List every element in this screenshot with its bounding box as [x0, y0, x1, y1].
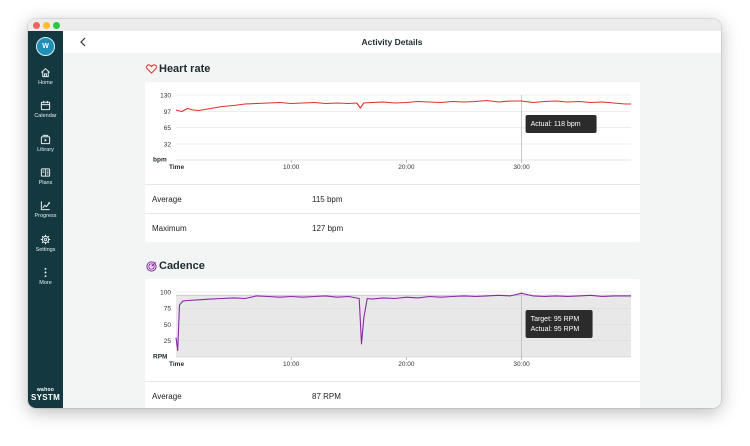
zoom-window-button[interactable] — [53, 22, 60, 29]
stat-label: Maximum — [152, 224, 187, 233]
sidebar-item-label: Settings — [35, 247, 56, 253]
cadence-card: 25 50 75 100 10:00 20:00 30:00 RPM Time Target: 9… — [145, 279, 640, 408]
sidebar-item-calendar[interactable]: Calendar — [28, 100, 63, 119]
series-line-actual — [175, 292, 631, 352]
gear-icon — [40, 234, 51, 245]
home-icon — [41, 67, 50, 78]
tooltip-text: Actual: 118 bpm — [531, 121, 581, 128]
sidebar-item-library[interactable]: Library — [28, 134, 63, 153]
back-arrow-icon[interactable] — [77, 36, 89, 48]
heart-icon — [146, 64, 157, 74]
stat-row-average: Average 115 bpm — [145, 184, 640, 214]
y-tick-label: 65 — [164, 125, 172, 132]
page-header: Activity Details — [63, 31, 721, 53]
y-tick-label: 32 — [164, 141, 172, 148]
sidebar-item-progress[interactable]: Progress — [28, 200, 63, 219]
sidebar: W Home Calendar Library — [28, 31, 63, 408]
sidebar-item-label: Home — [38, 80, 53, 86]
avatar[interactable]: W — [36, 37, 55, 56]
tooltip-box — [525, 310, 593, 338]
sidebar-item-label: Calendar — [34, 113, 57, 119]
tooltip-text: Actual: 95 RPM — [531, 326, 580, 333]
cadence-icon — [146, 261, 157, 272]
calendar-icon — [40, 100, 51, 111]
sidebar-item-label: Progress — [34, 213, 57, 219]
wahoo-systm-logo: wahoo SYSTM — [30, 387, 61, 402]
close-window-button[interactable] — [33, 22, 40, 29]
sidebar-item-settings[interactable]: Settings — [28, 234, 63, 253]
y-tick-label: 25 — [164, 338, 172, 345]
y-tick-label: 50 — [164, 322, 172, 329]
app-window: W Home Calendar Library — [28, 19, 721, 408]
stat-value: 127 bpm — [312, 224, 344, 233]
x-tick-label: 30:00 — [513, 361, 530, 368]
stat-label: Average — [152, 195, 182, 204]
sidebar-item-label: More — [39, 280, 52, 286]
x-tick-label: 10:00 — [283, 361, 300, 368]
stat-row-maximum: Maximum 127 bpm — [145, 213, 640, 243]
stat-value: 87 RPM — [312, 392, 341, 401]
series-line — [175, 99, 631, 113]
library-icon — [40, 134, 51, 145]
stat-label: Average — [152, 392, 182, 401]
heart-rate-card: 32 65 97 130 10:00 20:00 30:00 bpm Time Actual: 1… — [145, 82, 640, 242]
progress-icon — [40, 201, 51, 211]
minimize-window-button[interactable] — [43, 22, 50, 29]
y-tick-label: 75 — [164, 306, 172, 313]
plans-icon — [40, 168, 51, 177]
tooltip-text: Target: 95 RPM — [531, 316, 580, 323]
x-tick-label: 20:00 — [398, 361, 415, 368]
y-axis-label: RPM — [153, 354, 167, 361]
window-titlebar — [28, 19, 721, 31]
x-tick-label: 20:00 — [398, 164, 415, 171]
stat-value: 115 bpm — [312, 195, 343, 204]
tooltip-box — [525, 115, 597, 133]
x-tick-label: 10:00 — [283, 164, 300, 171]
x-axis-label: Time — [169, 164, 184, 171]
x-tick-label: 30:00 — [513, 164, 530, 171]
sidebar-item-label: Library — [37, 147, 54, 153]
y-tick-label: 130 — [160, 92, 171, 99]
y-tick-label: 100 — [160, 289, 171, 296]
more-icon — [44, 267, 47, 278]
sidebar-item-more[interactable]: More — [28, 267, 63, 286]
sidebar-item-label: Plans — [38, 180, 53, 186]
sidebar-item-home[interactable]: Home — [28, 67, 63, 86]
stat-row-average: Average 87 RPM — [145, 381, 640, 408]
y-tick-label: 97 — [164, 109, 172, 116]
page-title: Activity Details — [361, 37, 423, 47]
y-axis-label: bpm — [153, 157, 167, 164]
sidebar-item-plans[interactable]: Plans — [28, 167, 63, 186]
x-axis-label: Time — [169, 361, 184, 368]
